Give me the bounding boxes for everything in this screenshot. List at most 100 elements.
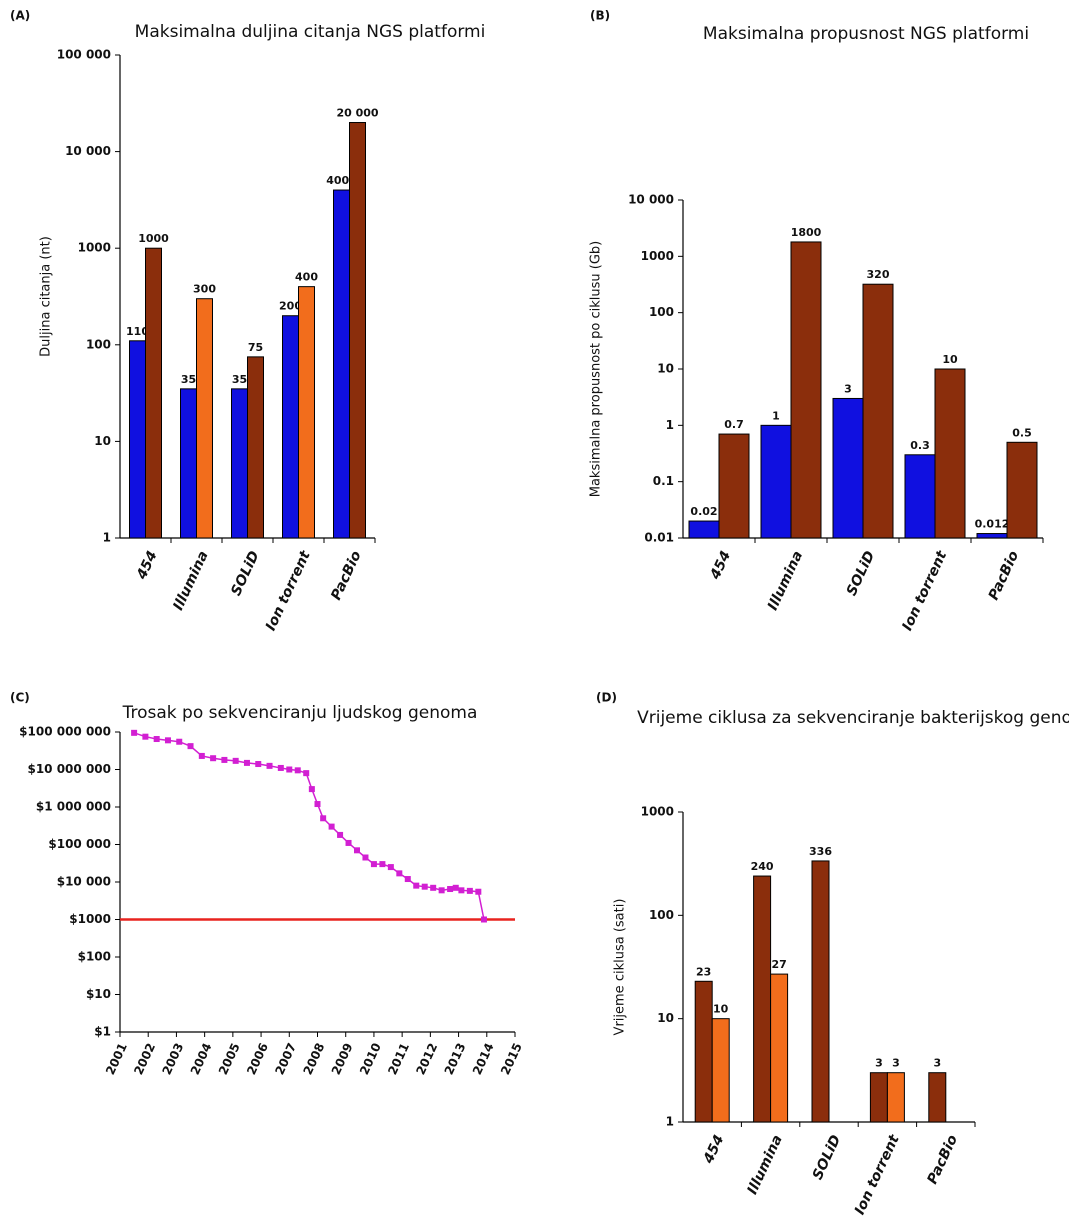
x-tick-label: Ion torrent bbox=[852, 1131, 903, 1217]
chart-title: Maksimalna duljina citanja NGS platformi bbox=[135, 22, 486, 42]
x-tick-label: 2014 bbox=[470, 1041, 497, 1077]
marker bbox=[266, 762, 273, 769]
marker bbox=[396, 870, 403, 877]
panel-label: (A) bbox=[10, 9, 30, 23]
value-label: 0.5 bbox=[1012, 426, 1032, 439]
x-tick-label: PacBio bbox=[986, 548, 1023, 602]
marker bbox=[303, 770, 310, 777]
bar bbox=[904, 454, 936, 539]
y-tick-label: 10 bbox=[94, 434, 111, 448]
y-tick-label: $1000 bbox=[69, 912, 111, 926]
marker bbox=[354, 847, 360, 854]
marker bbox=[187, 743, 194, 750]
marker bbox=[308, 786, 315, 793]
bar bbox=[753, 875, 772, 1123]
x-tick-label: 2015 bbox=[498, 1041, 525, 1077]
x-tick-label: 2012 bbox=[413, 1041, 440, 1077]
marker bbox=[221, 756, 228, 763]
bar bbox=[718, 433, 750, 539]
marker bbox=[243, 759, 250, 766]
x-tick-label: 2002 bbox=[131, 1041, 158, 1077]
marker bbox=[421, 883, 428, 890]
x-tick-label: 2004 bbox=[188, 1041, 215, 1077]
marker bbox=[198, 752, 205, 759]
marker bbox=[379, 861, 386, 868]
value-label: 240 bbox=[751, 860, 774, 873]
panel-label: (C) bbox=[10, 691, 30, 705]
panel-label: (B) bbox=[590, 9, 610, 23]
value-label: 23 bbox=[696, 965, 711, 978]
bar bbox=[928, 1072, 947, 1123]
y-tick-label: $100 000 000 bbox=[19, 725, 111, 739]
bar bbox=[770, 973, 789, 1123]
marker bbox=[294, 767, 301, 774]
y-tick-label: 10 000 bbox=[65, 144, 111, 158]
value-label: 200 bbox=[279, 300, 302, 313]
marker bbox=[164, 737, 171, 744]
x-tick-label: PacBio bbox=[924, 1132, 961, 1186]
x-tick-label: Illumina bbox=[744, 1133, 785, 1197]
y-tick-label: $1 000 000 bbox=[36, 800, 111, 814]
bar bbox=[862, 283, 894, 539]
value-label: 10 bbox=[942, 353, 958, 366]
y-tick-label: 1000 bbox=[78, 241, 111, 255]
bar bbox=[790, 241, 822, 539]
x-tick-label: SOLiD bbox=[228, 549, 263, 599]
x-tick-label: 454 bbox=[700, 1133, 727, 1167]
bar bbox=[129, 340, 146, 539]
x-tick-label: 2006 bbox=[244, 1041, 271, 1077]
y-tick-label: $10 000 bbox=[57, 875, 111, 889]
marker bbox=[210, 755, 217, 762]
x-tick-label: 2007 bbox=[272, 1041, 299, 1077]
bar bbox=[832, 397, 864, 539]
x-tick-label: 2008 bbox=[301, 1041, 328, 1077]
marker bbox=[387, 864, 394, 871]
marker bbox=[286, 766, 293, 773]
x-tick-label: Illumina bbox=[765, 549, 806, 613]
bar bbox=[231, 388, 248, 539]
chart-title: Trosak po sekvenciranju ljudskog genoma bbox=[122, 703, 478, 723]
value-label: 300 bbox=[193, 283, 216, 296]
chart-title: Vrijeme ciklusa za sekvenciranje bakteri… bbox=[637, 708, 1069, 728]
marker bbox=[142, 733, 149, 740]
value-label: 1 bbox=[772, 409, 780, 422]
x-tick-label: 2010 bbox=[357, 1041, 384, 1077]
value-label: 1000 bbox=[138, 232, 169, 245]
x-tick-label: SOLiD bbox=[810, 1133, 845, 1183]
y-tick-label: $10 bbox=[86, 987, 111, 1001]
bar bbox=[196, 298, 213, 539]
marker bbox=[176, 738, 183, 745]
bar bbox=[145, 247, 162, 539]
bar bbox=[282, 315, 299, 539]
y-tick-label: 100 bbox=[86, 337, 111, 351]
y-tick-label: $100 bbox=[78, 950, 111, 964]
marker bbox=[314, 801, 321, 808]
bar bbox=[869, 1072, 888, 1123]
bar bbox=[247, 356, 264, 539]
bar bbox=[688, 520, 720, 539]
marker bbox=[277, 764, 284, 771]
value-label: 0.02 bbox=[690, 505, 717, 518]
bar bbox=[976, 533, 1008, 539]
marker bbox=[447, 886, 454, 893]
marker bbox=[458, 887, 465, 894]
y-tick-label: 0.1 bbox=[653, 474, 674, 488]
y-tick-label: $100 000 bbox=[48, 837, 111, 851]
marker bbox=[404, 876, 411, 883]
chart-title: Maksimalna propusnost NGS platformi bbox=[703, 24, 1029, 44]
value-label: 1800 bbox=[791, 226, 822, 239]
marker bbox=[475, 888, 482, 895]
x-tick-label: 2005 bbox=[216, 1041, 243, 1077]
bar bbox=[694, 980, 713, 1123]
bar bbox=[180, 388, 197, 539]
x-tick-label: 2009 bbox=[329, 1041, 356, 1077]
marker bbox=[370, 861, 377, 868]
value-label: 35 bbox=[181, 373, 196, 386]
marker bbox=[337, 831, 344, 838]
value-label: 75 bbox=[248, 341, 263, 354]
value-label: 320 bbox=[867, 268, 890, 281]
y-tick-label: 1 bbox=[666, 418, 674, 432]
x-tick-label: Ion torrent bbox=[263, 547, 314, 633]
y-tick-label: 10 bbox=[657, 1011, 674, 1025]
